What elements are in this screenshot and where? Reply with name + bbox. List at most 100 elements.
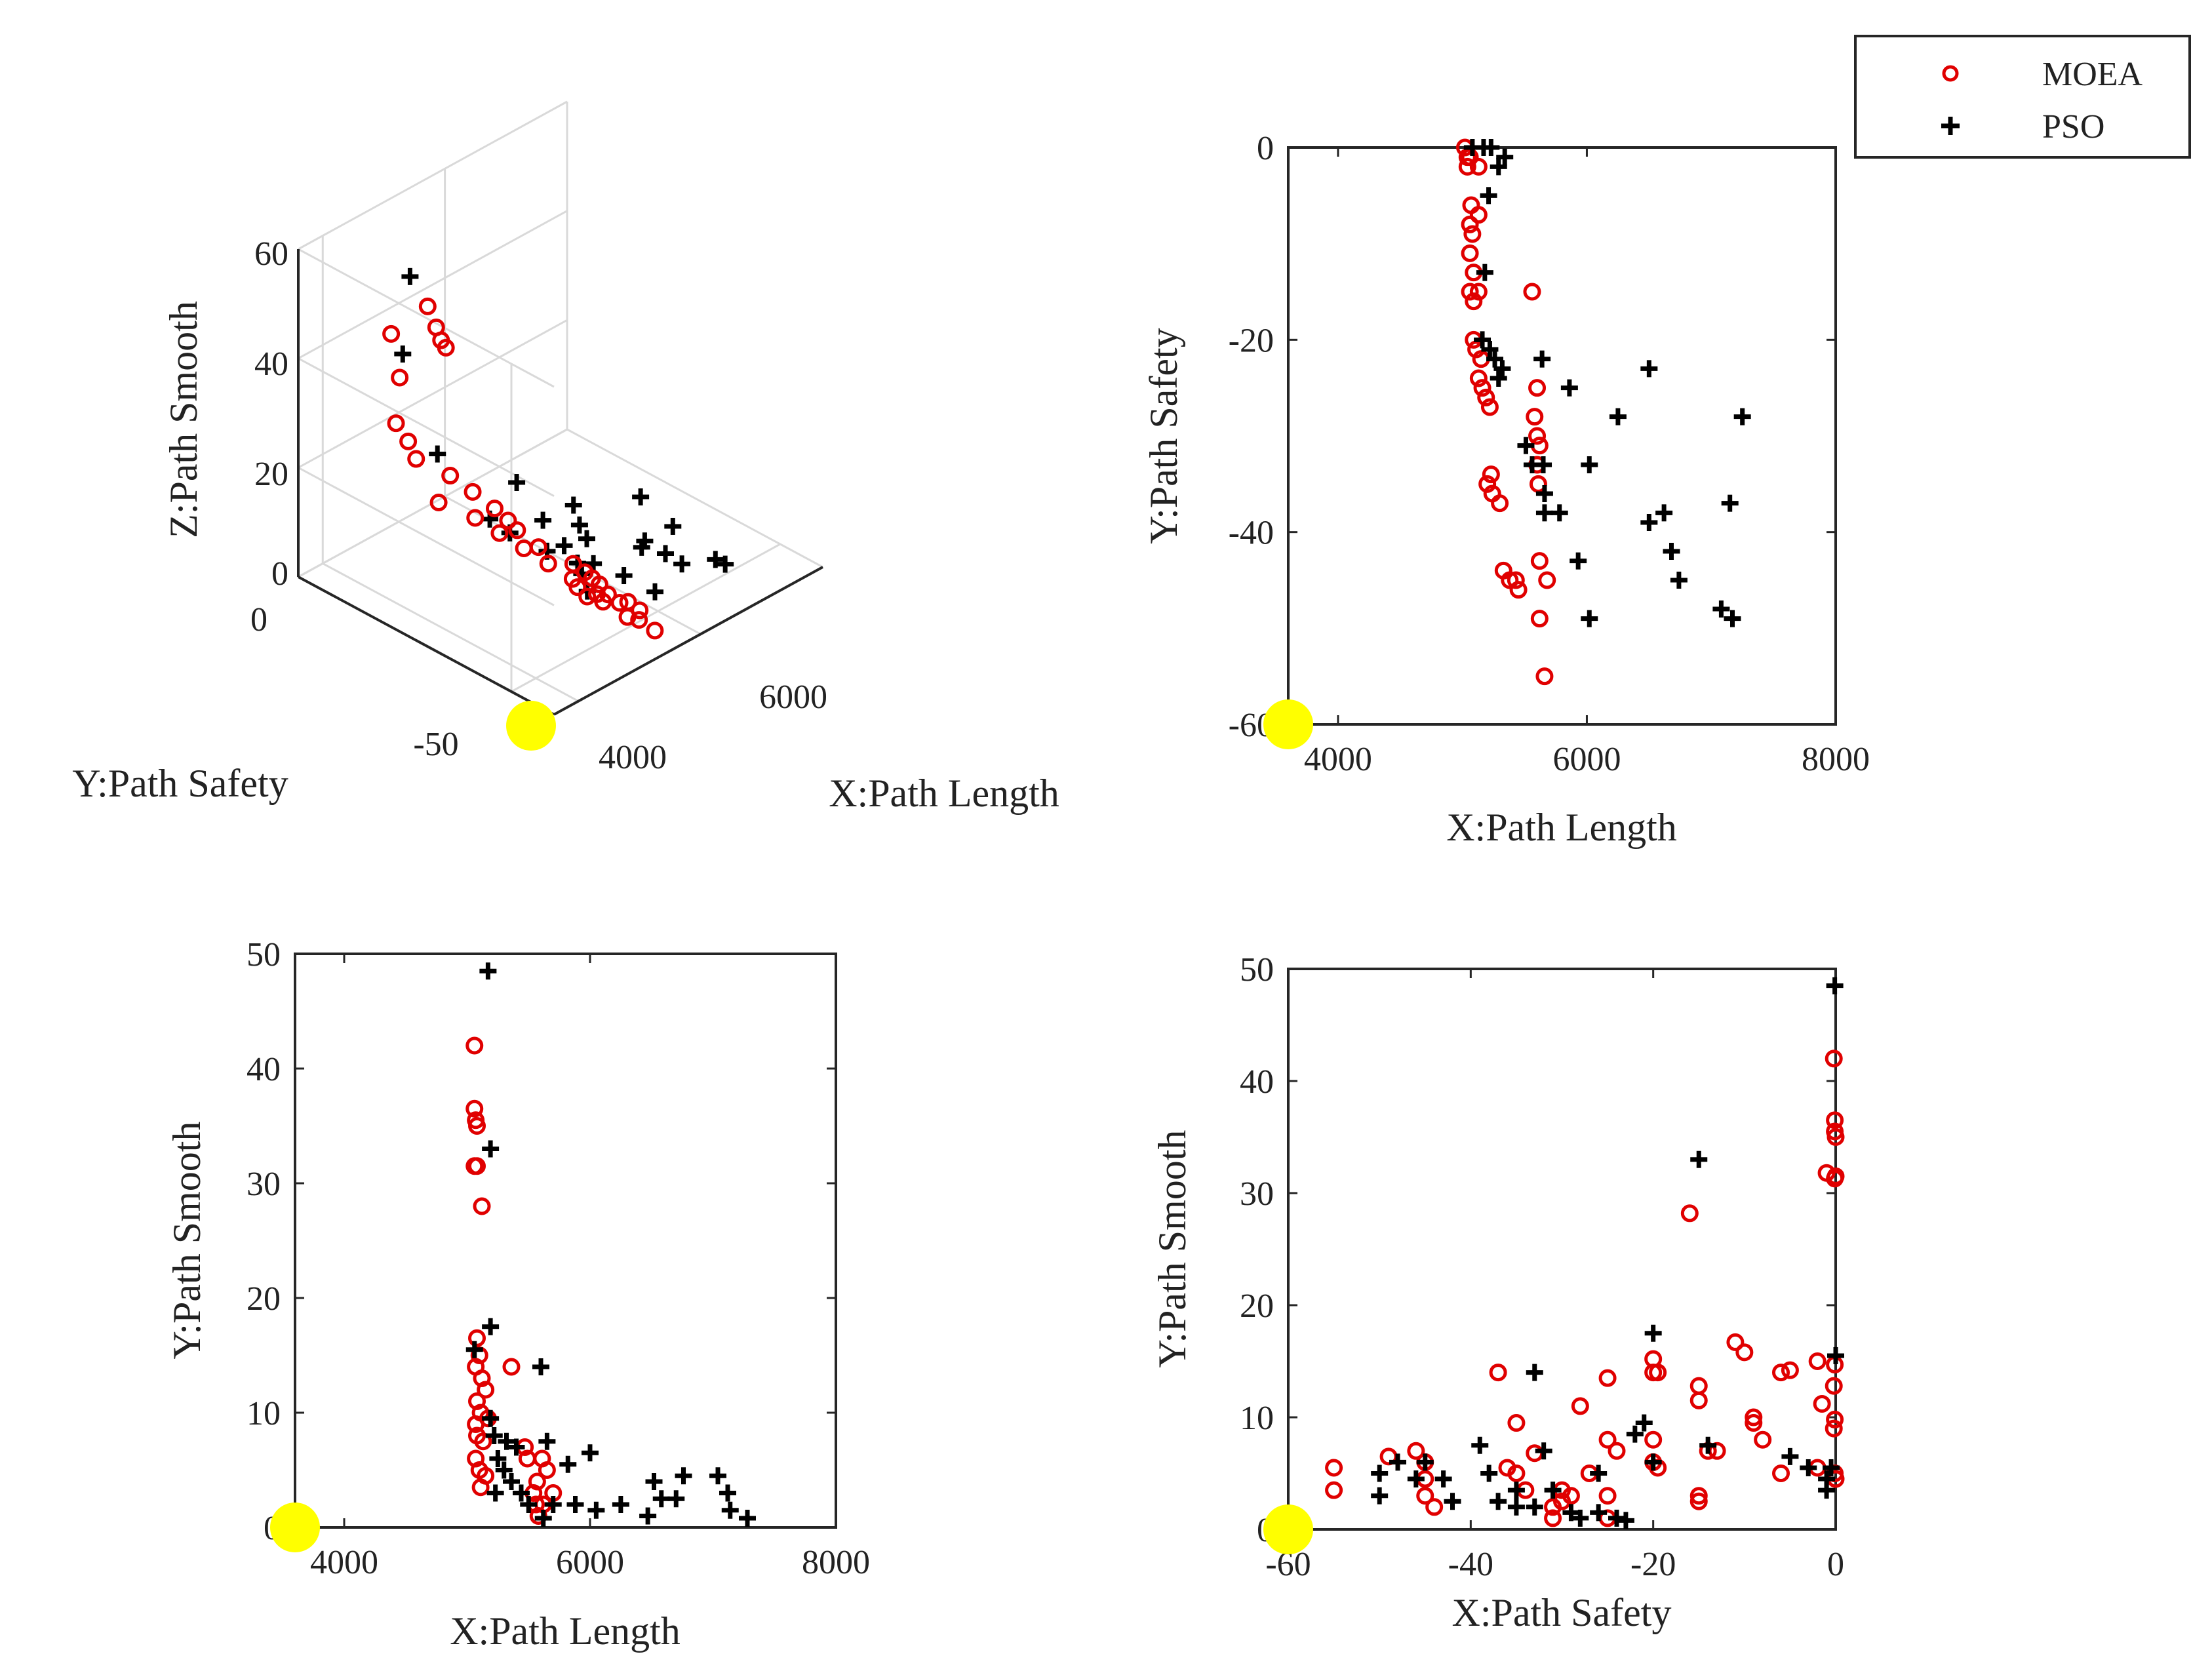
pso-point [1535,485,1553,502]
subplot-3d-origin-marker [506,701,556,751]
pso-point-3d [555,537,573,555]
pso-point [1733,408,1751,425]
pso-point [1496,148,1514,166]
pso-point [1617,1512,1634,1529]
legend-box [1854,35,2191,159]
pso-point [1476,264,1493,281]
moea-point [1745,1414,1763,1432]
moea-point [468,1157,486,1175]
pso-point [566,1496,584,1513]
moea-point [1425,1498,1444,1516]
pso-point [1407,1470,1425,1488]
subplot-safety-vs-smooth-ytick: 20 [1240,1288,1274,1325]
pso-point [1444,1493,1461,1510]
pso-point [544,1496,562,1513]
moea-point [1826,1410,1844,1428]
subplot-3d-gridlines [297,100,823,716]
pso-point [534,1510,552,1527]
subplot-safety-vs-smooth-ytick: 30 [1240,1175,1274,1213]
moea-point [1827,1128,1845,1146]
pso-point [1712,600,1730,618]
pso-point [1570,552,1587,570]
pso-point [532,1358,549,1375]
moea-point-3d [490,524,509,542]
subplot-safety-vs-smooth-xlabel: X:Path Safety [1452,1591,1672,1634]
subplot-3d-ztick-40: 40 [254,345,288,383]
pso-point [1434,1470,1452,1488]
pso-point-3d [508,474,526,492]
moea-point [1529,475,1547,493]
pso-point [1535,1442,1552,1460]
legend: MOEA PSO [1854,35,2191,159]
pso-point [1626,1425,1644,1443]
moea-point [502,1358,521,1376]
pso-point [1823,1459,1840,1476]
pso-point [489,1450,507,1467]
pso-point [1371,1487,1389,1504]
pso-point [1560,379,1578,397]
subplot-length-vs-safety-xtick: 4000 [1304,741,1372,778]
moea-point [465,1099,484,1118]
pso-point [1480,187,1497,205]
pso-point [1800,1459,1817,1476]
moea-point [1482,465,1500,484]
pso-point [1655,504,1673,522]
legend-moea-marker [1942,65,1959,82]
subplot-3d-points [382,267,734,640]
pso-point [1826,977,1844,994]
subplot-safety-vs-smooth-ytick: 10 [1240,1400,1274,1437]
subplot-length-vs-smooth-ytick: 10 [247,1395,281,1432]
moea-point [1461,283,1479,301]
subplot-3d: 60 40 20 0 0 -50 4000 6000 Z:Path Smooth… [72,100,1059,815]
subplot-safety-vs-smooth-yellow-marker [1263,1504,1313,1554]
pso-point [1663,543,1680,560]
moea-point [1480,398,1499,416]
pso-point [639,1507,657,1525]
moea-point [1781,1361,1799,1379]
pso-point [1490,1493,1507,1510]
pso-point [520,1496,538,1513]
pso-point [1526,1498,1543,1516]
subplot-length-vs-safety-ytick: 0 [1257,130,1274,167]
pso-point-3d [632,488,650,506]
moea-point-3d [630,611,648,629]
moea-point-3d [578,587,597,606]
moea-point-3d [599,585,617,604]
moea-point [1689,1391,1708,1409]
pso-point [1562,1504,1580,1522]
pso-point [1490,370,1507,387]
moea-point-3d [437,338,455,357]
subplot-length-vs-smooth-ylabel: Y:Path Smooth [165,1122,208,1360]
pso-point [538,1432,556,1450]
subplot-3d-ylabel: Y:Path Safety [72,762,288,805]
pso-point [1416,1453,1434,1471]
subplot-length-vs-safety-xlabel: X:Path Length [1446,806,1677,849]
moea-point [1469,369,1488,387]
pso-point [1781,1447,1799,1465]
pso-point [1507,1482,1525,1499]
moea-point [1649,1364,1667,1382]
moea-point [1507,1414,1526,1432]
moea-point [477,1381,495,1399]
pso-point [485,1427,503,1444]
moea-point [1813,1394,1831,1413]
pso-point [495,1461,513,1479]
subplot-3d-ztick-20: 20 [254,456,288,493]
subplot-3d-xtick-4000: 4000 [599,739,667,776]
moea-point [538,1461,556,1479]
pso-point-3d [646,583,663,600]
pso-point [667,1490,685,1508]
moea-point [1463,225,1482,243]
moea-point [1407,1442,1425,1460]
pso-point [675,1467,692,1485]
pso-point [1486,350,1504,368]
moea-point-3d [646,621,664,640]
moea-point [1544,1498,1562,1516]
moea-point-3d [499,511,517,530]
moea-point-3d [515,540,533,558]
subplot-safety-vs-smooth-xtick: -40 [1448,1546,1493,1583]
pso-point [1507,1498,1525,1516]
pso-point-3d [717,555,734,573]
moea-point [1507,1465,1526,1482]
